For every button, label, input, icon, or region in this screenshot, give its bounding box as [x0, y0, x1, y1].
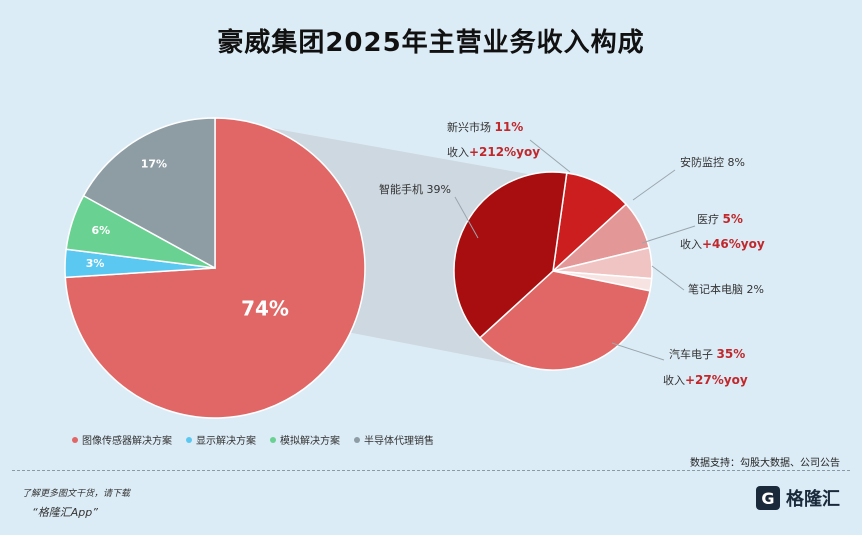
growth-prefix: 收入 [680, 237, 702, 251]
data-source: 数据支持：勾股大数据、公司公告 [690, 458, 840, 469]
secondary-pie-slice [478, 270, 651, 371]
app-name: “格隆汇App” [32, 506, 98, 519]
slice-name: 笔记本电脑 [688, 282, 747, 296]
slice-name: 汽车电子 [669, 347, 717, 361]
legend-swatch [354, 436, 360, 443]
legend-label: 显示解决方案 [196, 436, 256, 447]
logo-icon: G [756, 486, 780, 510]
slice-name: 医疗 [697, 212, 723, 226]
leader-line [632, 169, 676, 201]
secondary-pie-label: 智能手机 39% [379, 182, 451, 196]
legend-swatch [270, 436, 276, 443]
slice-pct: 8% [728, 156, 745, 169]
secondary-pie-label: 医疗 5% [697, 212, 743, 226]
legend-item: 图像传感器解决方案 [72, 432, 172, 447]
leader-line [611, 342, 665, 361]
growth-value: +27%yoy [685, 373, 748, 387]
slice-pct: 35% [717, 347, 746, 361]
legend-item: 半导体代理销售 [354, 432, 434, 447]
secondary-pie-label: 新兴市场 11% [447, 120, 523, 134]
leader-line [529, 139, 571, 173]
slice-pct: 5% [723, 212, 743, 226]
secondary-pie-label: 笔记本电脑 2% [688, 282, 764, 296]
brand-name: 格隆汇 [786, 489, 840, 510]
secondary-pie-slice [551, 172, 628, 273]
slice-pct: 2% [747, 283, 764, 296]
legend-swatch [186, 436, 192, 443]
main-pie-label: 6% [92, 224, 111, 237]
footer-divider [12, 470, 850, 471]
main-pie-label: 74% [241, 297, 289, 321]
chart-title: 豪威集团2025年主营业务收入构成 [217, 28, 645, 58]
main-pie-label: 17% [141, 158, 167, 171]
main-pie-slice [82, 117, 216, 270]
growth-label: 收入+46%yoy [680, 237, 765, 251]
main-pie-label: 3% [86, 257, 105, 270]
growth-value: +212%yoy [469, 145, 540, 159]
growth-value: +46%yoy [702, 237, 765, 251]
legend-item: 模拟解决方案 [270, 432, 340, 447]
main-pie-legend: 图像传感器解决方案 显示解决方案 模拟解决方案 半导体代理销售 [72, 432, 434, 447]
legend-label: 模拟解决方案 [280, 436, 340, 447]
secondary-pie-slice [453, 171, 568, 339]
legend-label: 半导体代理销售 [364, 436, 434, 447]
secondary-pie-label: 安防监控 8% [680, 155, 745, 169]
legend-swatch [72, 436, 78, 443]
leader-line [651, 265, 685, 291]
slice-name: 新兴市场 [447, 120, 495, 134]
secondary-pie-label: 汽车电子 35% [669, 347, 745, 361]
growth-label: 收入+27%yoy [663, 373, 748, 387]
slice-pct: 39% [427, 183, 451, 196]
download-hint: 了解更多图文干货，请下载 [22, 489, 131, 499]
growth-prefix: 收入 [663, 373, 685, 387]
leader-line [641, 225, 696, 244]
legend-label: 图像传感器解决方案 [82, 436, 172, 447]
growth-label: 收入+212%yoy [447, 145, 540, 159]
leader-line [454, 196, 479, 239]
brand-logo: G 格隆汇 [756, 485, 840, 511]
growth-prefix: 收入 [447, 145, 469, 159]
slice-pct: 11% [495, 120, 524, 134]
slice-name: 安防监控 [680, 155, 728, 169]
legend-item: 显示解决方案 [186, 432, 256, 447]
slice-name: 智能手机 [379, 182, 427, 196]
